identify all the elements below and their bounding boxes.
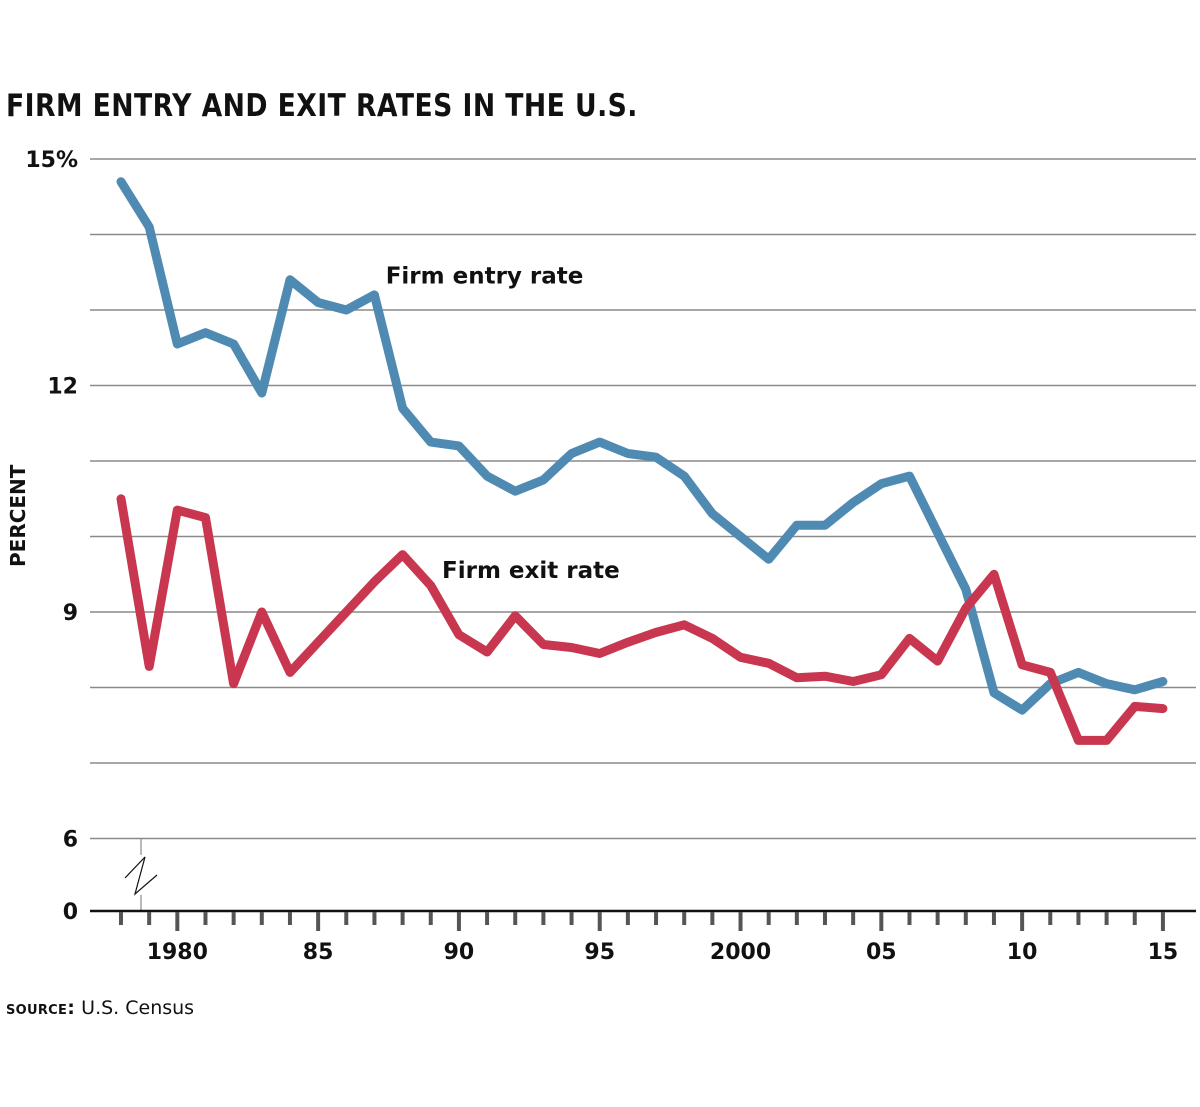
- y-tick-label: 12: [47, 375, 78, 400]
- x-tick-label: 15: [1148, 940, 1179, 965]
- source-note: SOURCE: U.S. Census: [6, 997, 194, 1019]
- x-tick-label: 2000: [710, 940, 771, 965]
- chart-title: FIRM ENTRY AND EXIT RATES IN THE U.S.: [6, 88, 638, 124]
- axis-break-icon: [124, 856, 158, 896]
- x-tick-label: 10: [1007, 940, 1038, 965]
- source-text: U.S. Census: [81, 997, 195, 1019]
- x-tick-label: 85: [303, 940, 334, 965]
- y-tick-label-zero: 0: [63, 900, 78, 925]
- series-lines: [116, 177, 1168, 745]
- y-tick-label: 6: [63, 828, 78, 853]
- entry-rate-label: Firm entry rate: [386, 264, 584, 290]
- x-tick-label: 1980: [147, 940, 208, 965]
- series-labels: Firm entry rate Firm exit rate: [386, 264, 620, 584]
- x-tick-label: 05: [866, 940, 897, 965]
- x-tick-label: 90: [444, 940, 475, 965]
- y-tick-labels: 15% 12 9 6 0: [25, 148, 78, 925]
- exit-rate-label: Firm exit rate: [442, 558, 620, 584]
- y-tick-label: 9: [63, 601, 78, 626]
- exit-rate-line: [116, 494, 1168, 745]
- y-tick-label: 15%: [25, 148, 78, 173]
- x-axis: [90, 838, 1196, 931]
- gridlines: [90, 158, 1196, 840]
- entry-rate-line: [116, 177, 1168, 715]
- x-tick-label: 95: [584, 940, 615, 965]
- source-label: SOURCE:: [6, 997, 76, 1019]
- x-tick-labels: 1980 85 90 95 2000 05 10 15: [147, 940, 1179, 965]
